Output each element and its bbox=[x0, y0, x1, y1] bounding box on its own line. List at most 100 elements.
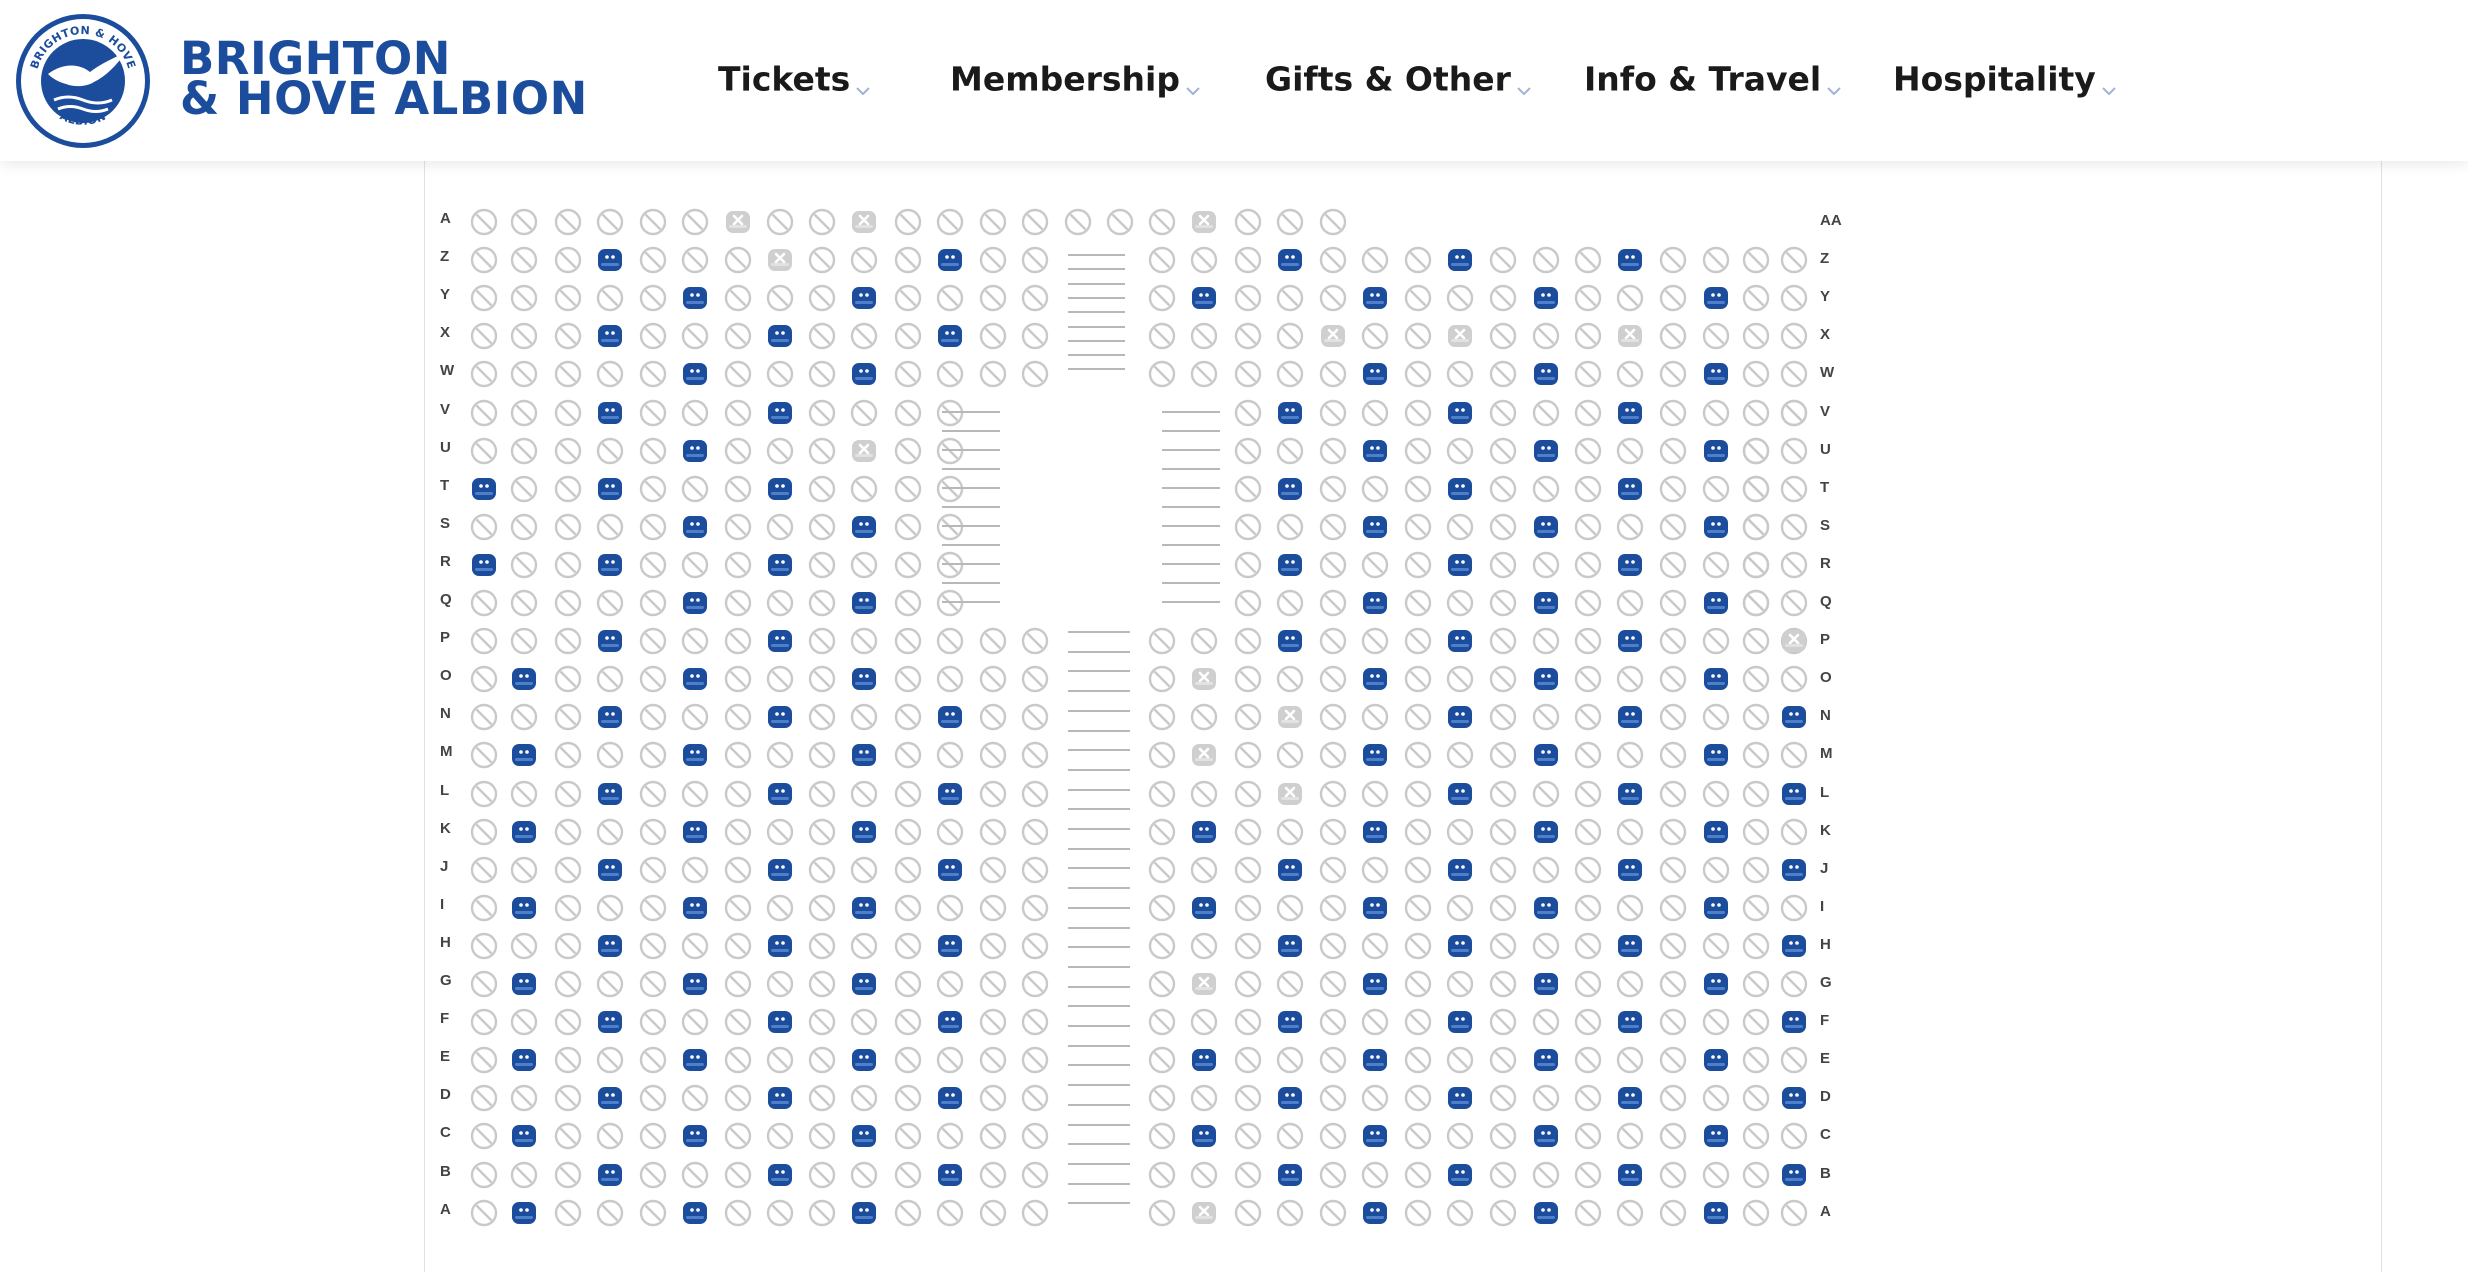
nav-tickets[interactable]: Tickets bbox=[718, 56, 870, 100]
seat-available[interactable] bbox=[595, 779, 625, 809]
seat-available[interactable] bbox=[1360, 512, 1390, 542]
seat-available[interactable] bbox=[1615, 398, 1645, 428]
seat-available[interactable] bbox=[1531, 740, 1561, 770]
seat-available[interactable] bbox=[1531, 893, 1561, 923]
seat-available[interactable] bbox=[765, 626, 795, 656]
seat-available[interactable] bbox=[849, 969, 879, 999]
seat-available[interactable] bbox=[1615, 626, 1645, 656]
nav-info-travel[interactable]: Info & Travel bbox=[1584, 56, 1841, 100]
seat-available[interactable] bbox=[1275, 245, 1305, 275]
seat-available[interactable] bbox=[849, 740, 879, 770]
seat-available[interactable] bbox=[765, 1083, 795, 1113]
seat-available[interactable] bbox=[765, 321, 795, 351]
seat-available[interactable] bbox=[1531, 664, 1561, 694]
club-crest-logo[interactable]: BRIGHTON & HOVE ALBION bbox=[14, 12, 152, 150]
seat-available[interactable] bbox=[1615, 550, 1645, 580]
seat-available[interactable] bbox=[1701, 1121, 1731, 1151]
seat-available[interactable] bbox=[849, 283, 879, 313]
seat-available[interactable] bbox=[595, 398, 625, 428]
seat-available[interactable] bbox=[1275, 1083, 1305, 1113]
seat-available[interactable] bbox=[1445, 702, 1475, 732]
seat-available[interactable] bbox=[849, 893, 879, 923]
seat-available[interactable] bbox=[1275, 1160, 1305, 1190]
seat-available[interactable] bbox=[680, 1198, 710, 1228]
seat-available[interactable] bbox=[1275, 855, 1305, 885]
seat-available[interactable] bbox=[1360, 359, 1390, 389]
seat-available[interactable] bbox=[680, 588, 710, 618]
seat-available[interactable] bbox=[1360, 1198, 1390, 1228]
seat-available[interactable] bbox=[1445, 931, 1475, 961]
seat-available[interactable] bbox=[1701, 740, 1731, 770]
seat-available[interactable] bbox=[849, 588, 879, 618]
seat-available[interactable] bbox=[1701, 969, 1731, 999]
seat-available[interactable] bbox=[1531, 1198, 1561, 1228]
seat-available[interactable] bbox=[1531, 512, 1561, 542]
seat-available[interactable] bbox=[1445, 550, 1475, 580]
seat-available[interactable] bbox=[1189, 1121, 1219, 1151]
seat-available[interactable] bbox=[1779, 1007, 1809, 1037]
seat-available[interactable] bbox=[509, 664, 539, 694]
seat-available[interactable] bbox=[509, 1121, 539, 1151]
seat-available[interactable] bbox=[1615, 702, 1645, 732]
nav-hospitality[interactable]: Hospitality bbox=[1893, 56, 2116, 100]
seat-available[interactable] bbox=[1615, 1083, 1645, 1113]
seat-available[interactable] bbox=[935, 321, 965, 351]
seat-available[interactable] bbox=[1360, 1121, 1390, 1151]
seat-available[interactable] bbox=[849, 817, 879, 847]
seat-available[interactable] bbox=[1779, 779, 1809, 809]
seat-available[interactable] bbox=[469, 474, 499, 504]
seat-available[interactable] bbox=[765, 1007, 795, 1037]
seat-available[interactable] bbox=[1615, 779, 1645, 809]
seat-available[interactable] bbox=[509, 1045, 539, 1075]
seat-available[interactable] bbox=[680, 283, 710, 313]
seat-available[interactable] bbox=[1701, 436, 1731, 466]
seat-available[interactable] bbox=[509, 817, 539, 847]
seat-available[interactable] bbox=[1360, 283, 1390, 313]
seat-available[interactable] bbox=[765, 474, 795, 504]
seat-available[interactable] bbox=[1531, 1045, 1561, 1075]
seat-available[interactable] bbox=[1360, 436, 1390, 466]
seat-available[interactable] bbox=[1189, 1045, 1219, 1075]
seat-available[interactable] bbox=[595, 855, 625, 885]
seat-available[interactable] bbox=[1445, 474, 1475, 504]
seat-available[interactable] bbox=[765, 931, 795, 961]
seat-available[interactable] bbox=[1701, 817, 1731, 847]
seat-available[interactable] bbox=[935, 931, 965, 961]
seat-available[interactable] bbox=[469, 550, 499, 580]
seat-available[interactable] bbox=[1275, 931, 1305, 961]
seat-available[interactable] bbox=[1360, 817, 1390, 847]
seat-available[interactable] bbox=[1189, 817, 1219, 847]
seat-available[interactable] bbox=[1445, 398, 1475, 428]
seat-available[interactable] bbox=[595, 1160, 625, 1190]
seat-available[interactable] bbox=[1779, 702, 1809, 732]
seat-available[interactable] bbox=[935, 245, 965, 275]
seat-available[interactable] bbox=[595, 321, 625, 351]
seat-available[interactable] bbox=[1275, 550, 1305, 580]
seat-available[interactable] bbox=[849, 512, 879, 542]
seat-available[interactable] bbox=[595, 1083, 625, 1113]
seat-available[interactable] bbox=[595, 474, 625, 504]
seat-available[interactable] bbox=[509, 740, 539, 770]
seat-available[interactable] bbox=[1445, 1160, 1475, 1190]
seat-available[interactable] bbox=[1615, 855, 1645, 885]
seat-available[interactable] bbox=[680, 817, 710, 847]
seat-available[interactable] bbox=[1275, 1007, 1305, 1037]
seat-available[interactable] bbox=[765, 1160, 795, 1190]
seat-available[interactable] bbox=[595, 1007, 625, 1037]
seat-available[interactable] bbox=[595, 702, 625, 732]
brand-name-line-1[interactable]: BRIGHTON bbox=[180, 32, 451, 85]
brand-name-line-2[interactable]: & HOVE ALBION bbox=[180, 72, 588, 125]
seat-available[interactable] bbox=[1779, 1160, 1809, 1190]
seat-available[interactable] bbox=[1531, 359, 1561, 389]
seat-available[interactable] bbox=[1779, 855, 1809, 885]
seat-available[interactable] bbox=[1701, 1198, 1731, 1228]
seat-available[interactable] bbox=[1275, 626, 1305, 656]
seat-available[interactable] bbox=[509, 969, 539, 999]
seat-available[interactable] bbox=[509, 893, 539, 923]
nav-gifts-other[interactable]: Gifts & Other bbox=[1265, 56, 1531, 100]
seat-available[interactable] bbox=[1275, 474, 1305, 504]
seat-available[interactable] bbox=[595, 245, 625, 275]
seat-available[interactable] bbox=[680, 664, 710, 694]
seat-available[interactable] bbox=[849, 1045, 879, 1075]
seat-available[interactable] bbox=[1701, 893, 1731, 923]
